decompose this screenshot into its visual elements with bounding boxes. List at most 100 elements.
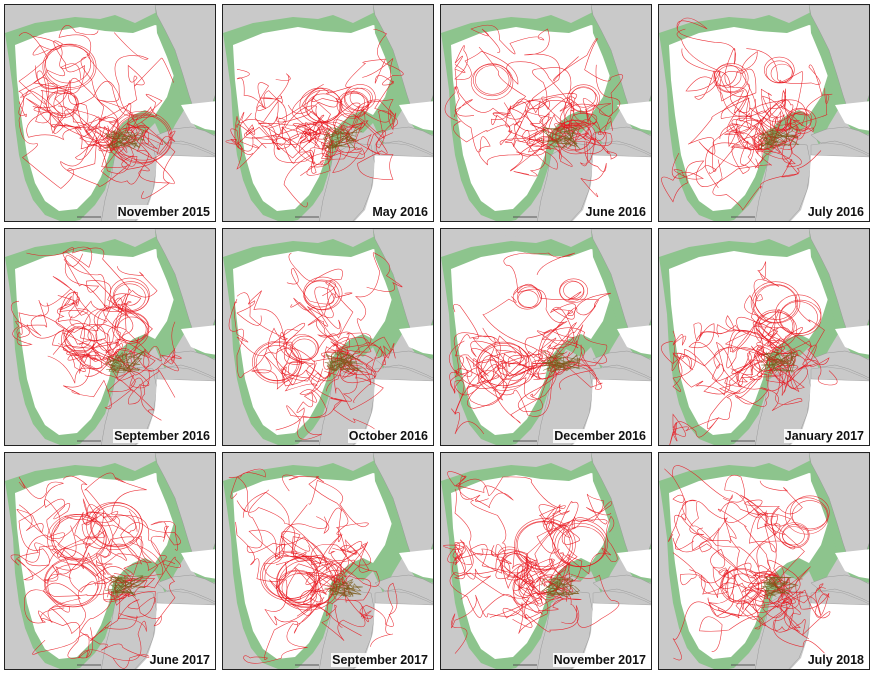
drifter-trajectory — [32, 594, 147, 661]
eddy-trajectory — [789, 112, 812, 132]
drifter-trajectory — [292, 588, 369, 641]
map-panel: July 2018 — [658, 452, 870, 670]
drifter-trajectory — [676, 17, 754, 145]
shelf-trajectory — [555, 134, 567, 148]
eddy-trajectory — [713, 63, 749, 93]
drifter-trajectory — [525, 501, 579, 601]
drifter-trajectory — [24, 589, 121, 659]
shelf-trajectory — [114, 582, 130, 597]
shelf-trajectory — [336, 353, 359, 372]
shelf-trajectory — [105, 132, 123, 147]
drifter-trajectory — [548, 493, 612, 588]
eddy-trajectory — [255, 345, 298, 381]
gulf-map-image — [223, 5, 433, 221]
drifter-trajectory — [478, 46, 573, 129]
drifter-trajectory — [781, 127, 822, 178]
drifter-trajectory — [660, 341, 754, 388]
shelf-trajectory — [105, 351, 145, 372]
eddy-trajectory — [45, 44, 92, 84]
eddy-trajectory — [113, 113, 172, 163]
drifter-trajectory — [120, 121, 176, 184]
eddy-trajectory — [281, 573, 316, 603]
gulf-map-image — [441, 5, 651, 221]
drifter-trajectory — [726, 317, 803, 369]
drifter-trajectory — [672, 359, 766, 438]
shelf-trajectory — [109, 575, 123, 595]
drifter-trajectory — [100, 57, 174, 144]
drifter-trajectory — [52, 328, 103, 372]
shelf-trajectory — [323, 128, 340, 149]
drifter-trajectory — [246, 489, 339, 595]
eddy-trajectory — [53, 93, 79, 115]
eddy-trajectory — [47, 513, 107, 565]
drifter-trajectory — [699, 566, 811, 652]
eddy-trajectory — [262, 552, 317, 599]
drifter-trajectory — [33, 36, 131, 143]
eddy-trajectory — [559, 280, 585, 302]
eddy-trajectory — [52, 515, 105, 560]
eddy-trajectory — [86, 501, 143, 550]
eddy-trajectory — [567, 84, 600, 113]
drifter-trajectory — [757, 340, 830, 396]
shelf-trajectory — [765, 577, 796, 595]
drifter-trajectory — [454, 354, 543, 386]
shelf-trajectory — [546, 575, 573, 594]
eddy-trajectory — [477, 341, 530, 387]
shelf-trajectory — [542, 350, 567, 374]
eddy-trajectory — [65, 326, 92, 349]
drifter-trajectory — [730, 136, 776, 169]
eddy-trajectory — [344, 84, 376, 111]
drifter-trajectory — [536, 328, 603, 388]
drifter-trajectory — [722, 474, 784, 593]
shelf-trajectory — [761, 128, 780, 147]
gulf-map-image — [5, 453, 215, 669]
eddy-trajectory — [755, 284, 797, 320]
drifter-trajectory — [548, 303, 584, 359]
drifter-trajectory — [68, 80, 163, 150]
drifter-trajectory — [242, 491, 363, 577]
eddy-trajectory — [109, 277, 150, 312]
eddy-trajectory — [786, 108, 817, 134]
panel-date-label: December 2016 — [553, 429, 647, 443]
eddy-trajectory — [45, 559, 100, 606]
map-panel: November 2015 — [4, 4, 216, 222]
drifter-trajectory — [489, 546, 571, 618]
shelf-trajectory — [326, 351, 361, 369]
shelf-trajectory — [549, 131, 578, 146]
eddy-trajectory — [115, 313, 149, 342]
eddy-trajectory — [91, 505, 140, 547]
eddy-trajectory — [42, 43, 97, 90]
map-panel: January 2017 — [658, 228, 870, 446]
eddy-trajectory — [559, 278, 588, 304]
eddy-trajectory — [514, 518, 576, 571]
eddy-trajectory — [750, 281, 801, 324]
drifter-trajectory — [448, 340, 543, 401]
drifter-trajectory — [113, 32, 158, 148]
drifter-trajectory — [33, 65, 111, 143]
shelf-trajectory — [330, 351, 364, 373]
drifter-trajectory — [698, 123, 759, 168]
map-panel: June 2017 — [4, 452, 216, 670]
shelf-trajectory — [115, 576, 136, 597]
drifter-trajectory — [279, 332, 338, 387]
eddy-trajectory — [512, 284, 542, 310]
drifter-trajectory — [676, 28, 773, 134]
drifter-trajectory — [16, 504, 96, 593]
drifter-trajectory — [735, 71, 804, 151]
gulf-map-image — [659, 5, 869, 221]
panel-date-label: November 2017 — [552, 653, 647, 667]
shelf-trajectory — [545, 578, 578, 598]
shelf-trajectory — [328, 127, 351, 146]
eddy-trajectory — [299, 87, 342, 124]
eddy-trajectory — [792, 500, 828, 531]
drifter-trajectory — [447, 471, 536, 589]
drifter-trajectory — [251, 355, 319, 392]
gulf-map-image — [441, 453, 651, 669]
eddy-trajectory — [779, 299, 822, 336]
drifter-trajectory — [254, 73, 328, 151]
drifter-trajectory — [286, 267, 350, 354]
drifter-trajectory — [720, 83, 786, 133]
shelf-trajectory — [766, 130, 800, 146]
drifter-trajectory — [346, 29, 404, 155]
drifter-trajectory — [552, 292, 612, 361]
